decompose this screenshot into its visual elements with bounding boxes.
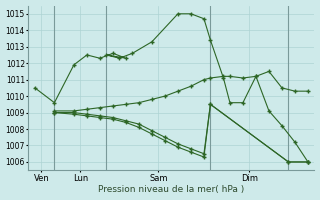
X-axis label: Pression niveau de la mer( hPa ): Pression niveau de la mer( hPa ) — [98, 185, 244, 194]
